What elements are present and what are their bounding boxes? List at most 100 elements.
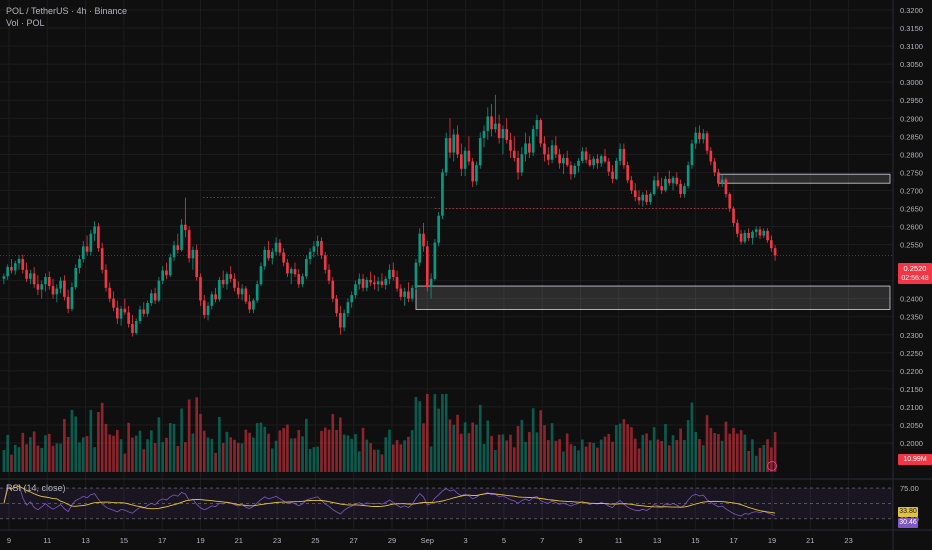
candle-body: [168, 257, 172, 276]
volume-bar: [550, 423, 554, 472]
candle-body: [74, 267, 78, 288]
candle-body: [747, 232, 750, 239]
volume-bar: [108, 434, 112, 472]
rsi-ma-tag: 33.80: [898, 507, 918, 517]
volume-bar: [252, 437, 255, 472]
volume-bar: [236, 442, 240, 472]
volume-bar: [505, 440, 509, 472]
volume-bar: [486, 420, 490, 472]
candle-body: [388, 269, 391, 279]
rsi-legend[interactable]: RSI (14, close): [6, 483, 66, 493]
candle-body: [270, 251, 274, 259]
candle-body: [444, 138, 448, 173]
candle-body: [758, 229, 762, 236]
candle-body: [259, 266, 263, 285]
price-tick-label: 0.2950: [900, 96, 923, 105]
candle-body: [633, 190, 637, 197]
volume-bar: [85, 436, 89, 472]
price-tick-label: 0.2800: [900, 150, 923, 159]
price-tick-label: 0.2150: [900, 385, 923, 394]
candle-body: [599, 156, 603, 164]
volume-legend[interactable]: Vol · POL: [6, 18, 45, 28]
candle-body: [429, 278, 433, 288]
volume-bar: [191, 433, 195, 472]
candle-body: [123, 308, 127, 313]
volume-bar: [365, 439, 369, 472]
candle-body: [354, 284, 357, 296]
time-tick-label: 19: [196, 536, 204, 545]
time-tick-label: 9: [578, 536, 582, 545]
candle-body: [709, 150, 713, 162]
volume-bar: [633, 438, 637, 472]
symbol-title[interactable]: POL / TetherUS · 4h · Binance: [6, 6, 128, 16]
time-axis[interactable]: 9 11 13 15 17 19 21 23 25 27 29 Sep 3 5 7 9 11 13 15 17 19 21…: [7, 536, 853, 545]
volume-bar: [134, 435, 138, 472]
volume-bar: [229, 437, 233, 472]
candle-body: [342, 313, 346, 328]
volume-bar: [316, 446, 319, 472]
volume-bar: [168, 423, 172, 472]
candle-body: [531, 129, 535, 153]
time-tick-label: 25: [311, 536, 319, 545]
candle-body: [683, 186, 686, 195]
candle-body: [664, 178, 667, 191]
candle-body: [596, 158, 599, 164]
time-tick-label: 13: [81, 536, 89, 545]
volume-bar: [180, 408, 183, 472]
candle-body: [558, 154, 561, 164]
candle-body: [357, 278, 361, 285]
candle-body: [637, 196, 641, 201]
candle-body: [569, 165, 573, 175]
volume-bar: [199, 413, 202, 472]
volume-bar: [176, 445, 180, 472]
candle-body: [274, 242, 278, 252]
volume-bar: [240, 443, 244, 472]
candle-body: [138, 309, 142, 322]
volume-bar: [735, 433, 739, 472]
candle-body: [728, 194, 732, 209]
candle-body: [184, 224, 187, 231]
volume-bar: [683, 439, 686, 472]
candle-body: [335, 298, 338, 314]
candle-body: [649, 194, 652, 202]
candle-body: [539, 120, 543, 144]
volume-bar: [520, 419, 524, 472]
volume-bar: [565, 433, 569, 472]
candle-body: [573, 165, 577, 175]
volume-bar: [17, 447, 21, 472]
volume-bar: [119, 439, 123, 472]
candle-body: [278, 242, 282, 253]
time-tick-label: 11: [43, 536, 51, 545]
countdown-tag: 02:56:48: [898, 273, 932, 284]
candle-body: [554, 145, 558, 155]
volume-bar: [573, 445, 577, 472]
candle-body: [312, 246, 316, 252]
volume-bar: [282, 428, 285, 472]
candle-body: [403, 291, 406, 297]
candle-body: [690, 143, 694, 166]
volume-bar: [615, 425, 618, 472]
volume-bar: [70, 409, 74, 472]
candle-body: [543, 143, 546, 155]
volume-bar: [274, 440, 278, 472]
volume-bar: [81, 437, 85, 472]
volume-bar: [516, 426, 520, 472]
volume-bar: [611, 441, 614, 472]
candle-body: [494, 123, 497, 130]
candle-body: [652, 180, 656, 195]
candle-body: [456, 134, 459, 155]
volume-bar: [97, 412, 100, 472]
volume-bar: [89, 409, 93, 472]
volume-bar: [577, 450, 580, 472]
volume-bar: [93, 447, 96, 472]
time-tick-label: 5: [502, 536, 506, 545]
volume-bar: [214, 452, 217, 472]
candle-body: [10, 266, 13, 271]
volume-bar: [562, 451, 565, 472]
candle-body: [51, 286, 55, 295]
candle-body: [6, 266, 9, 277]
rsi-axis-label: 75.00: [900, 484, 919, 493]
candle-body: [675, 177, 679, 184]
volume-bar: [554, 440, 558, 472]
